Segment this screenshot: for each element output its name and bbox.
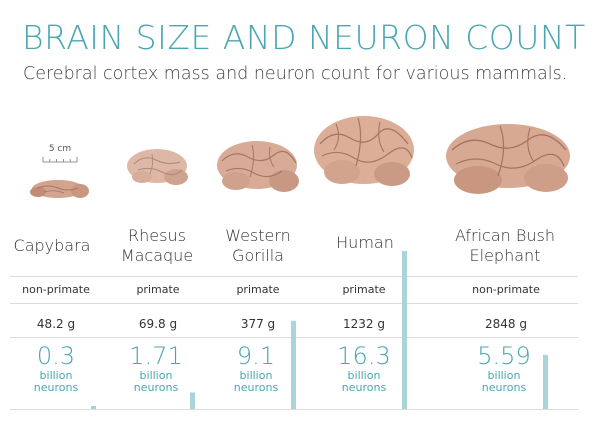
neuron-unit-line1: billion: [239, 369, 273, 382]
chart-subtitle: Cerebral cortex mass and neuron count fo…: [23, 64, 568, 84]
divider-line: [10, 276, 578, 277]
mass-capybara: 48.2 g: [36, 317, 76, 331]
neuron-value: 16.3: [337, 342, 391, 370]
neuron-unit-line1: billion: [139, 369, 173, 382]
capybara-brain-icon: [30, 180, 89, 198]
neurons-capybara: 0.3 billion neurons: [14, 342, 98, 394]
elephant-brain-icon: [446, 124, 570, 194]
mass-gorilla: 377 g: [240, 317, 276, 331]
mass-human: 1232 g: [343, 317, 385, 331]
neuron-unit-line1: billion: [487, 369, 521, 382]
scale-indicator: 5 cm: [40, 144, 80, 163]
neuron-unit-line2: neurons: [133, 381, 179, 394]
neuron-unit-line2: neurons: [33, 381, 79, 394]
scale-ruler-icon: [42, 157, 78, 163]
neuron-unit-line1: billion: [347, 369, 381, 382]
neuron-value: 0.3: [36, 342, 76, 370]
divider-line: [10, 303, 578, 304]
divider-line: [10, 409, 578, 410]
name-human: Human: [320, 233, 410, 253]
name-line1: Human: [336, 233, 394, 252]
neuron-value: 5.59: [477, 342, 531, 370]
neuron-value: 1.71: [129, 342, 183, 370]
scale-label: 5 cm: [48, 144, 72, 154]
mass-macaque: 69.8 g: [138, 317, 178, 331]
neuron-unit-line2: neurons: [233, 381, 279, 394]
name-line1: Rhesus: [128, 226, 186, 245]
type-gorilla: primate: [236, 283, 280, 296]
chart-title: BRAIN SIZE AND NEURON COUNT: [22, 18, 586, 57]
neuron-value: 9.1: [236, 342, 276, 370]
neuron-unit-line2: neurons: [481, 381, 527, 394]
neurons-human: 16.3 billion neurons: [322, 342, 406, 394]
name-line1: Capybara: [13, 236, 91, 255]
name-line2: Gorilla: [232, 246, 284, 265]
type-human: primate: [342, 283, 386, 296]
neuron-bar-capybara: [91, 406, 96, 409]
type-elephant: non-primate: [472, 283, 540, 296]
neuron-unit-line2: neurons: [341, 381, 387, 394]
name-macaque: Rhesus Macaque: [110, 226, 204, 266]
name-line2: Elephant: [469, 246, 541, 265]
name-elephant: African Bush Elephant: [440, 226, 570, 266]
neuron-bar-african-bush-elephant: [543, 354, 548, 409]
neurons-gorilla: 9.1 billion neurons: [214, 342, 298, 394]
type-capybara: non-primate: [22, 283, 90, 296]
neuron-bar-human: [402, 251, 407, 409]
name-line1: African Bush: [455, 226, 555, 245]
neuron-bar-rhesus-macaque: [190, 392, 195, 409]
name-capybara: Capybara: [10, 236, 94, 256]
name-line1: Western: [225, 226, 291, 245]
neurons-elephant: 5.59 billion neurons: [462, 342, 546, 394]
name-line2: Macaque: [120, 246, 194, 265]
neuron-unit-line1: billion: [39, 369, 73, 382]
mass-elephant: 2848 g: [485, 317, 527, 331]
neurons-macaque: 1.71 billion neurons: [114, 342, 198, 394]
macaque-brain-icon: [127, 149, 188, 185]
neuron-bar-western-gorilla: [291, 320, 296, 409]
type-macaque: primate: [136, 283, 180, 296]
name-gorilla: Western Gorilla: [212, 226, 304, 266]
human-brain-icon: [314, 116, 414, 186]
gorilla-brain-icon: [217, 141, 299, 192]
